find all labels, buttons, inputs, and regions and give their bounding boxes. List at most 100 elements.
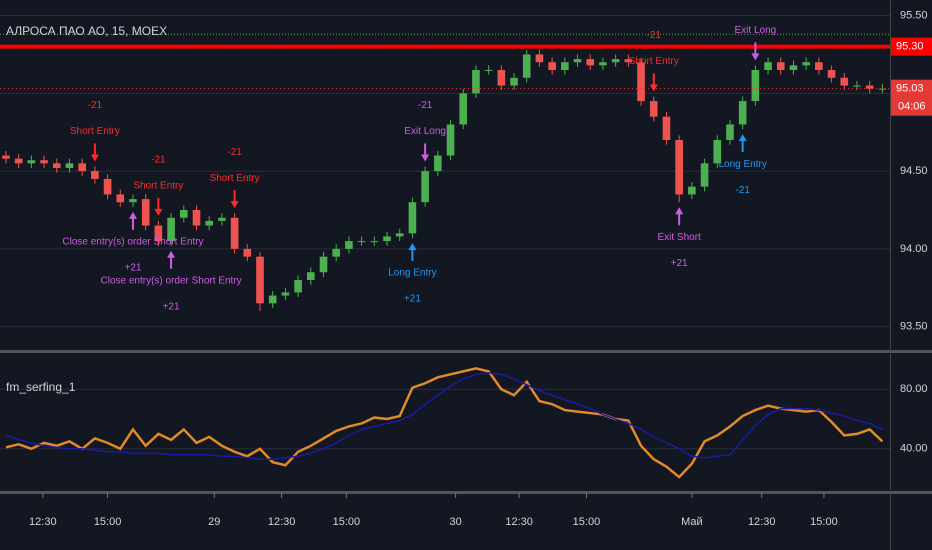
signal-label: -21 <box>88 100 103 111</box>
candle-body <box>40 160 48 164</box>
signal-label: Close entry(s) order Short Entry <box>101 275 242 286</box>
candle-body <box>167 217 175 242</box>
x-tick-label: 30 <box>449 516 461 528</box>
candle-body <box>243 248 252 257</box>
candle-body <box>230 217 239 249</box>
signal-label: -21 <box>418 100 433 111</box>
candle-body <box>91 171 99 179</box>
candle-body <box>510 77 518 86</box>
signal-label: Exit Long <box>404 126 446 137</box>
signal-label: -21 <box>735 185 750 196</box>
candle-body <box>459 93 468 125</box>
candle-body <box>357 241 366 243</box>
candle-body <box>205 220 214 226</box>
candle-body <box>434 155 442 172</box>
y-tick-label: 40.00 <box>900 443 928 455</box>
candle-body <box>383 236 391 242</box>
candle-body <box>268 295 277 304</box>
candle-body <box>218 217 226 221</box>
x-tick-label: Май <box>681 516 703 528</box>
candle-body <box>802 62 810 66</box>
x-tick-label: 12:30 <box>505 516 533 528</box>
signal-arrow-head <box>90 154 99 162</box>
last-price-badge <box>891 79 932 116</box>
signal-label: Exit Short <box>657 232 701 243</box>
candle-body <box>52 163 61 168</box>
signal-arrow-head <box>128 211 137 219</box>
x-tick-label: 12:30 <box>29 516 57 528</box>
price-badge <box>891 37 932 56</box>
candle-body <box>408 202 417 234</box>
candle-body <box>472 70 480 94</box>
candle-body <box>827 70 836 78</box>
candle-body <box>700 163 709 187</box>
x-tick-label: 29 <box>208 516 220 528</box>
signal-label: -21 <box>647 30 662 41</box>
candle-body <box>738 101 747 125</box>
candle-body <box>535 54 544 63</box>
candle-body <box>878 88 887 90</box>
candle-body <box>853 85 861 87</box>
candle-body <box>840 77 849 86</box>
signal-label: Exit Long <box>735 25 777 36</box>
candle-body <box>27 160 36 164</box>
candle-body <box>154 225 163 242</box>
signal-arrow-head <box>649 84 658 92</box>
y-tick-label: 94.00 <box>900 243 928 255</box>
signal-label: Long Entry <box>388 268 436 279</box>
candle-body <box>370 241 379 243</box>
signal-arrow-head <box>421 154 430 162</box>
candle-body <box>103 178 112 195</box>
candle-body <box>624 59 633 63</box>
candle-body <box>561 62 569 70</box>
candle-body <box>815 62 823 70</box>
candle-body <box>179 210 188 218</box>
signal-label: -21 <box>151 155 166 166</box>
candle-body <box>675 140 683 195</box>
signal-label: Close entry(s) order Short Entry <box>62 237 203 248</box>
y-tick-label: 94.50 <box>900 165 928 177</box>
candle-body <box>586 59 595 66</box>
signal-label: +21 <box>404 294 421 305</box>
signal-label: Long Entry <box>718 159 766 170</box>
candle-body <box>345 241 353 249</box>
signal-label: Short Entry <box>133 181 183 192</box>
signal-arrow-head <box>751 53 760 61</box>
last-price-label: 95.03 <box>896 83 924 95</box>
signal-arrow-head <box>408 243 417 250</box>
signal-arrow-head <box>167 250 176 258</box>
candle-body <box>281 292 290 296</box>
countdown: 04:06 <box>898 101 926 113</box>
candle-body <box>764 62 772 70</box>
indicator-line <box>5 372 883 460</box>
candle-body <box>129 199 137 203</box>
candle-body <box>662 116 671 140</box>
signal-arrow-head <box>738 134 747 142</box>
candle-body <box>497 70 506 86</box>
candle-body <box>726 124 734 140</box>
signal-arrow-head <box>230 201 239 209</box>
y-tick-label: 95.50 <box>900 9 928 21</box>
candle-body <box>688 186 696 195</box>
candle-body <box>294 280 302 293</box>
x-tick-label: 15:00 <box>94 516 122 528</box>
price-badge-label: 95.30 <box>896 41 924 53</box>
pane-title: АЛРОСА ПАО АО, 15, MOEX <box>6 24 167 38</box>
y-tick-label: 93.50 <box>900 321 928 333</box>
x-tick-label: 15:00 <box>810 516 838 528</box>
signal-arrow-head <box>154 208 163 216</box>
candle-body <box>522 54 531 78</box>
candle-body <box>751 70 760 102</box>
candle-body <box>192 210 201 226</box>
signal-label: -21 <box>227 147 242 158</box>
candle-body <box>395 233 404 237</box>
candle-body <box>573 59 582 63</box>
candle-body <box>306 272 315 280</box>
x-tick-label: 12:30 <box>748 516 776 528</box>
candle-body <box>548 62 556 70</box>
candle-body <box>776 62 785 70</box>
y-tick-label: 80.00 <box>900 383 928 395</box>
candle-body <box>713 140 722 164</box>
candle-body <box>319 256 328 273</box>
